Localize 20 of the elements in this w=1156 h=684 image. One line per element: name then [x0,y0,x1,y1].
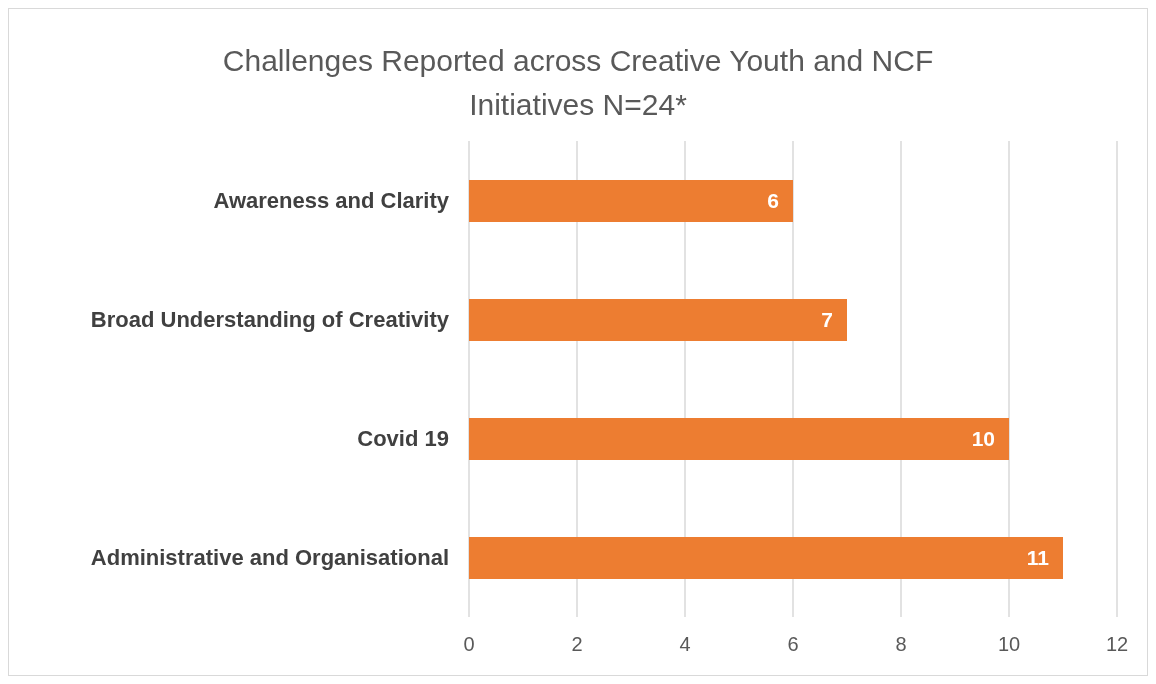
bar [469,537,1063,579]
data-label: 10 [971,427,995,451]
data-label: 11 [1026,546,1050,570]
bar [469,418,1009,460]
x-tick-label: 0 [463,633,475,656]
x-tick-label: 2 [571,633,583,656]
x-tick-label: 10 [997,633,1021,656]
bar [469,180,793,222]
y-tick-label: Covid 19 [357,426,449,452]
x-tick-label: 8 [895,633,907,656]
bar [469,299,847,341]
chart-title: Challenges Reported across Creative Youth and NCF Initiatives N=24* [221,43,935,123]
data-label: 7 [821,308,833,332]
y-tick-label: Broad Understanding of Creativity [90,307,450,333]
x-tick-label: 6 [787,633,799,656]
y-tick-label: Awareness and Clarity [213,188,450,214]
x-tick-label: 4 [679,633,691,656]
y-tick-label: Administrative and Organisational [90,545,449,571]
x-tick-label: 12 [1105,633,1129,656]
data-label: 6 [767,189,779,213]
